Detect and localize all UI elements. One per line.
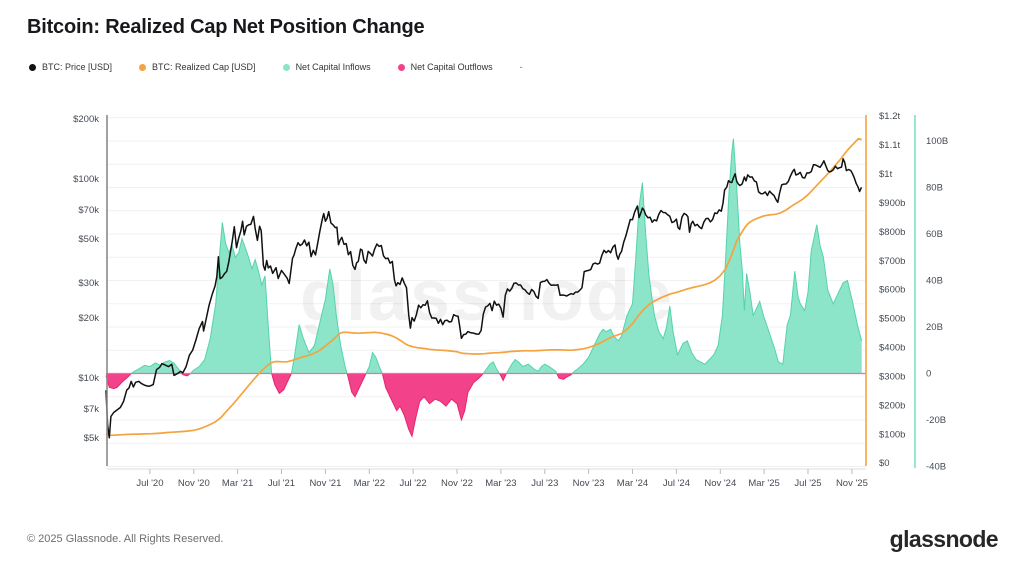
x-tick-label: Nov '25 (836, 478, 868, 489)
y-far-right-netflow-tick-label: 0 (926, 369, 931, 380)
y-right-realized-cap-tick-label: $1.1t (879, 140, 900, 151)
y-right-realized-cap-tick-label: $1.2t (879, 111, 900, 122)
copyright-text: © 2025 Glassnode. All Rights Reserved. (27, 533, 224, 545)
y-right-realized-cap-tick-label: $1t (879, 169, 893, 180)
y-left-tick-label: $70k (78, 205, 99, 216)
legend-item-label: Net Capital Outflows (410, 62, 493, 72)
y-left-tick-label: $7k (84, 404, 100, 415)
y-right-realized-cap-tick-label: $800b (879, 227, 905, 238)
y-left-tick-label: $100k (73, 174, 99, 185)
y-right-realized-cap-tick-label: $200b (879, 400, 905, 411)
y-far-right-netflow-tick-label: 80B (926, 183, 943, 194)
x-tick-label: Nov '20 (178, 478, 210, 489)
y-left-tick-label: $200k (73, 114, 99, 125)
legend-item-2[interactable]: Net Capital Inflows (282, 62, 371, 72)
y-far-right-netflow-tick-label: 100B (926, 136, 948, 147)
glassnode-logo: glassnode (889, 526, 999, 552)
y-far-right-netflow-tick-label: 20B (926, 322, 943, 333)
legend-item-label: BTC: Realized Cap [USD] (152, 62, 256, 72)
x-tick-label: Jul '20 (136, 478, 163, 489)
y-left-tick-label: $30k (78, 278, 99, 289)
net-capital-outflows-area (106, 373, 862, 437)
legend-dot-icon (139, 63, 147, 71)
x-tick-label: Mar '21 (222, 478, 253, 489)
legend-item-label: Net Capital Inflows (295, 62, 371, 72)
y-left-tick-label: $5k (84, 433, 100, 444)
net-capital-inflows-area (106, 138, 862, 374)
x-tick-label: Nov '22 (441, 478, 473, 489)
legend-extra-dash: - (519, 62, 523, 72)
y-right-realized-cap-tick-label: $900b (879, 198, 905, 209)
y-right-realized-cap-tick-label: $300b (879, 371, 905, 382)
y-left-tick-label: $20k (78, 313, 99, 324)
legend-dot-icon (282, 63, 290, 71)
legend-item-1[interactable]: BTC: Realized Cap [USD] (139, 62, 256, 72)
x-tick-label: Nov '21 (309, 478, 341, 489)
y-right-realized-cap-tick-label: $100b (879, 429, 905, 440)
y-right-realized-cap-tick-label: $600b (879, 285, 905, 296)
net-capital-inflows-edge (106, 138, 863, 374)
x-tick-label: Nov '23 (573, 478, 605, 489)
legend-dot-icon (397, 63, 405, 71)
y-right-realized-cap-tick-label: $700b (879, 256, 905, 267)
x-tick-label: Mar '23 (485, 478, 516, 489)
x-tick-label: Mar '22 (354, 478, 385, 489)
page-title: Bitcoin: Realized Cap Net Position Chang… (27, 16, 425, 38)
y-far-right-netflow-tick-label: 60B (926, 229, 943, 240)
y-left-tick-label: $50k (78, 234, 99, 245)
legend-dot-icon (29, 63, 36, 71)
y-far-right-netflow-tick-label: -40B (926, 462, 946, 473)
x-tick-label: Jul '22 (400, 478, 427, 489)
legend-item-3[interactable]: Net Capital Outflows (397, 62, 493, 72)
y-right-realized-cap-tick-label: $400b (879, 343, 905, 354)
y-far-right-netflow-tick-label: -20B (926, 415, 946, 426)
y-far-right-netflow-tick-label: 40B (926, 276, 943, 287)
net-capital-outflows-edge (105, 373, 862, 438)
x-tick-label: Jul '21 (268, 478, 295, 489)
x-tick-label: Mar '24 (617, 478, 648, 489)
price-line-series (105, 158, 862, 439)
y-right-realized-cap-tick-label: $500b (879, 314, 905, 325)
realized-cap-line-series (105, 137, 862, 437)
legend-item-label: BTC: Price [USD] (42, 62, 113, 72)
chart-legend: BTC: Price [USD] BTC: Realized Cap [USD] N… (29, 62, 523, 72)
x-tick-label: Mar '25 (748, 478, 779, 489)
x-tick-label: Nov '24 (704, 478, 736, 489)
y-left-tick-label: $10k (78, 373, 99, 384)
x-tick-label: Jul '23 (531, 478, 558, 489)
x-tick-label: Jul '24 (663, 478, 690, 489)
legend-item-0[interactable]: BTC: Price [USD] (29, 62, 112, 72)
x-tick-label: Jul '25 (794, 478, 821, 489)
y-right-realized-cap-tick-label: $0 (879, 458, 890, 469)
watermark-text: glassnode (300, 256, 674, 336)
